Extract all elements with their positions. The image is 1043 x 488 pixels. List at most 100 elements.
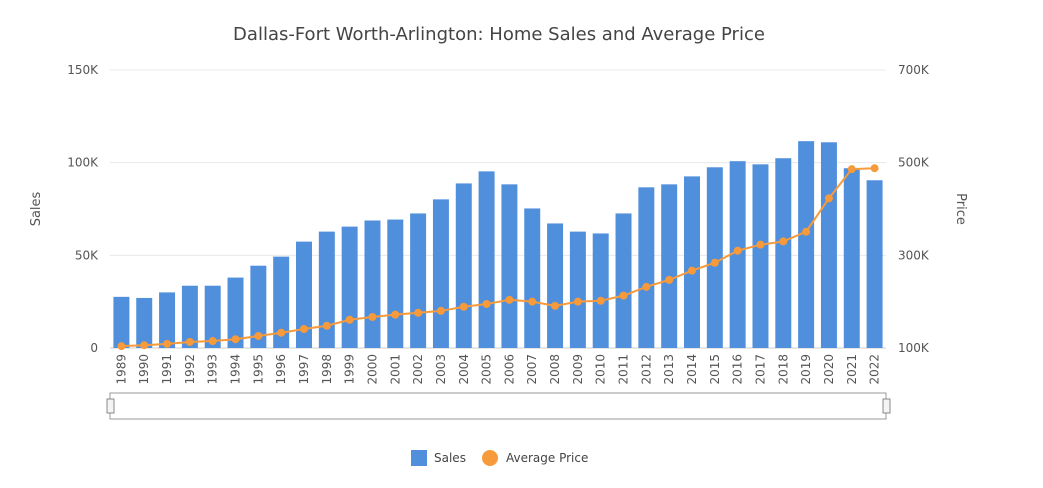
range-slider[interactable] (106, 392, 891, 420)
x-tick-label: 1992 (183, 354, 197, 385)
bar-sales (547, 223, 564, 348)
point-average-price (117, 342, 126, 351)
x-tick-label: 2017 (753, 354, 767, 385)
x-tick-label: 2008 (548, 354, 562, 385)
bar-sales (136, 297, 153, 348)
point-average-price (231, 335, 240, 344)
x-tick-label: 1998 (320, 354, 334, 385)
bar-sales (661, 184, 678, 348)
bar-sales (843, 168, 860, 348)
bar-sales (866, 180, 883, 348)
bar-sales (364, 220, 381, 348)
point-average-price (779, 237, 788, 246)
range-handle-right[interactable] (882, 398, 891, 414)
point-average-price (254, 331, 263, 340)
x-tick-label: 2000 (365, 354, 379, 385)
point-average-price (505, 295, 514, 304)
x-tick-label: 2019 (799, 354, 813, 385)
x-tick-label: 2013 (662, 354, 676, 385)
legend-item-average-price[interactable]: Average Price (482, 450, 588, 466)
x-tick-label: 1997 (297, 354, 311, 385)
x-tick-label: 2007 (525, 354, 539, 385)
y-tick-label: 50K (75, 248, 99, 262)
bar-sales (752, 164, 769, 348)
point-average-price (642, 282, 651, 291)
bar-sales (478, 171, 495, 348)
x-tick-label: 2003 (434, 354, 448, 385)
point-average-price (163, 339, 172, 348)
point-average-price (322, 321, 331, 330)
x-tick-label: 1991 (160, 354, 174, 385)
point-average-price (277, 328, 286, 337)
point-average-price (551, 301, 560, 310)
y2-tick-label: 700K (898, 63, 930, 77)
point-average-price (596, 296, 605, 305)
x-tick-label: 2014 (685, 354, 699, 385)
x-tick-label: 2018 (776, 354, 790, 385)
point-average-price (414, 308, 423, 317)
point-average-price (665, 275, 674, 284)
bar-sales (318, 231, 335, 348)
x-tick-label: 1994 (229, 354, 243, 385)
y-tick-label: 150K (67, 63, 99, 77)
y-axis-label: Sales (29, 191, 44, 226)
point-average-price (824, 194, 833, 203)
point-average-price (140, 341, 149, 350)
bar-sales (204, 285, 221, 348)
x-tick-label: 2004 (457, 354, 471, 385)
x-tick-label: 2016 (731, 354, 745, 385)
svg-text:Average Price: Average Price (506, 451, 588, 465)
point-average-price (847, 165, 856, 174)
point-average-price (733, 246, 742, 255)
x-tick-label: 2002 (411, 354, 425, 385)
x-tick-label: 2010 (594, 354, 608, 385)
legend-item-sales[interactable]: Sales (411, 450, 466, 466)
bar-sales (775, 158, 792, 348)
bar-sales (296, 241, 312, 348)
point-average-price (208, 337, 217, 346)
bar-sales (455, 183, 472, 348)
x-tick-label: 1996 (274, 354, 288, 385)
x-tick-label: 2009 (571, 354, 585, 385)
chart-title: Dallas-Fort Worth-Arlington: Home Sales … (233, 24, 765, 45)
bar-sales (181, 285, 198, 348)
bar-sales (113, 296, 130, 348)
point-average-price (870, 164, 879, 173)
bar-sales (250, 265, 267, 348)
x-tick-label: 2005 (480, 354, 494, 385)
x-tick-label: 2012 (639, 354, 653, 385)
bar-sales (684, 176, 700, 348)
bar-sales (341, 226, 358, 348)
x-tick-label: 2021 (845, 354, 859, 385)
bar-sales (615, 213, 632, 348)
bar-sales (569, 231, 586, 348)
point-average-price (710, 258, 719, 267)
bar-sales (387, 219, 404, 348)
bar-sales (501, 184, 518, 348)
range-handle-left[interactable] (106, 398, 115, 414)
x-tick-label: 1993 (206, 354, 220, 385)
point-average-price (573, 297, 582, 306)
x-tick-label: 1990 (137, 354, 151, 385)
x-tick-label: 1989 (114, 354, 128, 385)
y2-tick-label: 500K (898, 156, 930, 170)
bar-sales (227, 277, 244, 348)
bar-sales (706, 167, 723, 348)
x-tick-label: 2001 (388, 354, 402, 385)
bar-sales (820, 142, 837, 348)
x-tick-label: 2015 (708, 354, 722, 385)
x-tick-label: 1995 (251, 354, 265, 385)
bar-sales (159, 292, 176, 348)
point-average-price (482, 299, 491, 308)
y2-tick-label: 100K (898, 341, 930, 355)
bar-sales (592, 233, 609, 348)
bar-sales (638, 187, 655, 348)
legend: Sales Average Price (411, 450, 588, 466)
point-average-price (688, 266, 696, 275)
point-average-price (459, 302, 468, 311)
x-tick-label: 1999 (343, 354, 357, 385)
point-average-price (345, 315, 354, 324)
bar-sales (273, 256, 290, 348)
